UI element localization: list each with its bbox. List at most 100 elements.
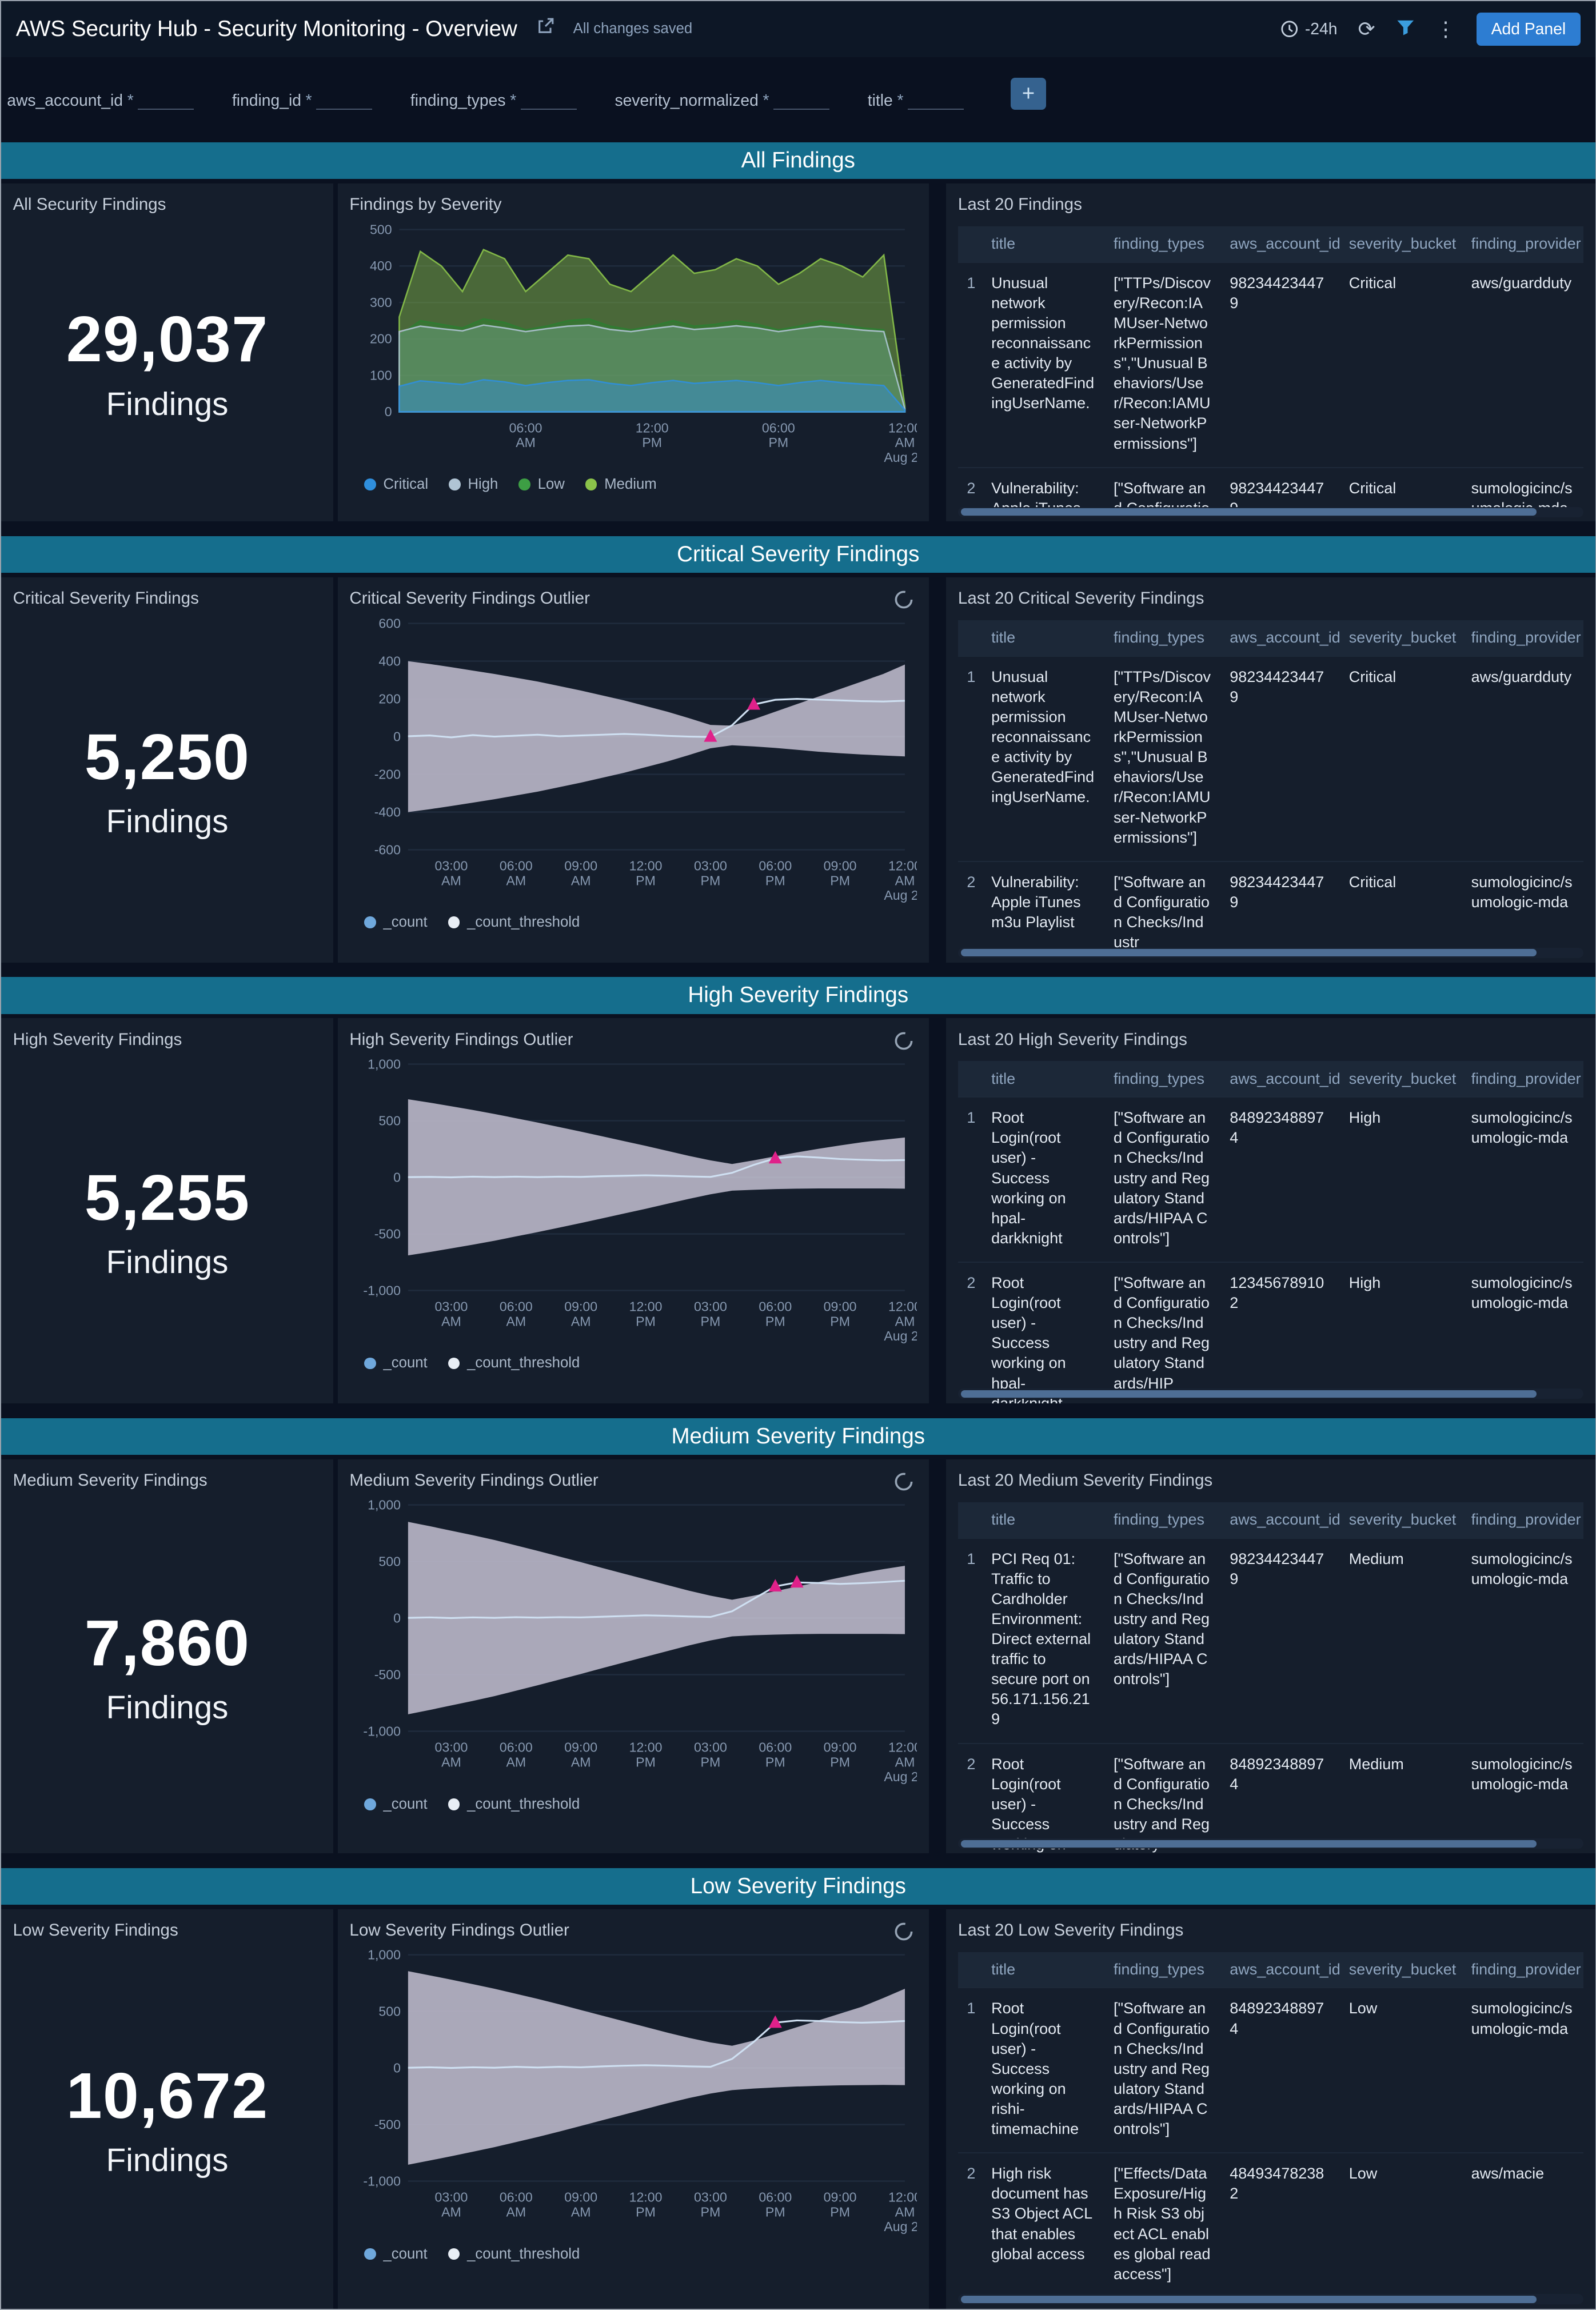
chart-legend: _count _count_threshold	[364, 1796, 917, 1813]
filter-input[interactable]	[773, 89, 829, 110]
high-outlier-chart: -1,000 -500 0 500 1,000 03:00 AM 06:00 AM 09:00 AM…	[349, 1052, 926, 1352]
legend-item-High[interactable]: High	[449, 476, 498, 493]
column-header-severity_bucket[interactable]: severity_bucket	[1340, 1952, 1463, 1988]
panel-title: Last 20 Medium Severity Findings	[957, 1471, 1213, 1490]
column-header-idx[interactable]	[957, 1061, 983, 1098]
legend-dot	[585, 478, 597, 490]
column-header-title[interactable]: title	[982, 1061, 1105, 1098]
column-header-finding_provider[interactable]: finding_provider	[1462, 226, 1583, 262]
legend-item-_count[interactable]: _count	[364, 1796, 428, 1813]
column-header-title[interactable]: title	[982, 1952, 1105, 1988]
legend-item-_count_threshold[interactable]: _count_threshold	[448, 1796, 580, 1813]
legend-item-Medium[interactable]: Medium	[585, 476, 657, 493]
horizontal-scrollbar[interactable]	[957, 2294, 1583, 2305]
table-row[interactable]: 1 Unusual network permission reconnaissan…	[957, 261, 1583, 468]
column-header-severity_bucket[interactable]: severity_bucket	[1340, 226, 1463, 262]
scrollbar-thumb[interactable]	[961, 1840, 1537, 1848]
table-row[interactable]: 2 High risk document has S3 Object ACL th…	[957, 2152, 1583, 2297]
clock-icon	[1281, 21, 1298, 38]
column-header-finding_types[interactable]: finding_types	[1104, 1952, 1221, 1988]
column-header-finding_provider[interactable]: finding_provider	[1462, 1061, 1583, 1098]
time-range-control[interactable]: -24h	[1280, 19, 1337, 38]
horizontal-scrollbar[interactable]	[957, 947, 1583, 958]
table-row[interactable]: 1 Root Login(root user) - Success working…	[957, 1096, 1583, 1263]
outlier-marker	[790, 1575, 804, 1588]
column-header-title[interactable]: title	[982, 1502, 1105, 1538]
column-header-title[interactable]: title	[982, 226, 1105, 262]
cell-idx: 1	[957, 1537, 983, 1744]
legend-item-_count[interactable]: _count	[364, 1355, 428, 1371]
column-header-finding_types[interactable]: finding_types	[1104, 1502, 1221, 1538]
filter-input[interactable]	[908, 89, 964, 110]
app-header: AWS Security Hub - Security Monitoring -…	[1, 1, 1595, 57]
table-row[interactable]: 1 Unusual network permission reconnaissan…	[957, 655, 1583, 861]
svg-text:1,000: 1,000	[368, 1947, 401, 1962]
scrollbar-thumb[interactable]	[961, 949, 1537, 957]
column-header-idx[interactable]	[957, 226, 983, 262]
cell-finding_provider: aws/macie	[1462, 2152, 1583, 2297]
legend-dot	[518, 478, 530, 490]
horizontal-scrollbar[interactable]	[957, 1389, 1583, 1399]
scrollbar-thumb[interactable]	[961, 508, 1537, 516]
column-header-idx[interactable]	[957, 1952, 983, 1988]
legend-item-_count[interactable]: _count	[364, 2246, 428, 2263]
filter-input[interactable]	[316, 89, 373, 110]
cell-idx: 1	[957, 655, 983, 861]
column-header-aws_account_id[interactable]: aws_account_id	[1220, 1502, 1340, 1538]
panel-title: All Security Findings	[13, 195, 166, 214]
column-header-finding_types[interactable]: finding_types	[1104, 1061, 1221, 1098]
column-header-title[interactable]: title	[982, 620, 1105, 656]
outlier-marker	[769, 2015, 783, 2028]
legend-item-_count_threshold[interactable]: _count_threshold	[448, 914, 580, 931]
column-header-finding_provider[interactable]: finding_provider	[1462, 1952, 1583, 1988]
column-header-severity_bucket[interactable]: severity_bucket	[1340, 620, 1463, 656]
filter-input[interactable]	[138, 89, 194, 110]
column-header-finding_types[interactable]: finding_types	[1104, 620, 1221, 656]
scrollbar-thumb[interactable]	[961, 1390, 1537, 1398]
column-header-aws_account_id[interactable]: aws_account_id	[1220, 226, 1340, 262]
column-header-severity_bucket[interactable]: severity_bucket	[1340, 1061, 1463, 1098]
legend-item-_count_threshold[interactable]: _count_threshold	[448, 2246, 580, 2263]
svg-text:-200: -200	[374, 767, 401, 781]
filter-input[interactable]	[520, 89, 577, 110]
column-header-aws_account_id[interactable]: aws_account_id	[1220, 1952, 1340, 1988]
section-high-findings: High Severity Findings High Severity Fin…	[1, 977, 1595, 1403]
legend-item-Critical[interactable]: Critical	[364, 476, 428, 493]
column-header-severity_bucket[interactable]: severity_bucket	[1340, 1502, 1463, 1538]
legend-item-_count_threshold[interactable]: _count_threshold	[448, 1355, 580, 1371]
kebab-menu-icon[interactable]: ⋮	[1435, 17, 1456, 41]
column-header-aws_account_id[interactable]: aws_account_id	[1220, 1061, 1340, 1098]
legend-item-_count[interactable]: _count	[364, 914, 428, 931]
share-icon[interactable]	[535, 15, 556, 42]
stat-unit: Findings	[106, 803, 229, 839]
horizontal-scrollbar[interactable]	[957, 1838, 1583, 1849]
filter-icon[interactable]	[1396, 15, 1415, 42]
column-header-finding_types[interactable]: finding_types	[1104, 226, 1221, 262]
add-filter-button[interactable]: +	[1011, 77, 1046, 110]
cell-severity_bucket: Medium	[1340, 1537, 1463, 1744]
column-header-idx[interactable]	[957, 620, 983, 656]
column-header-aws_account_id[interactable]: aws_account_id	[1220, 620, 1340, 656]
horizontal-scrollbar[interactable]	[957, 506, 1583, 517]
column-header-finding_provider[interactable]: finding_provider	[1462, 620, 1583, 656]
loading-spinner-icon	[893, 589, 914, 616]
svg-text:1,000: 1,000	[368, 1056, 401, 1071]
column-header-finding_provider[interactable]: finding_provider	[1462, 1502, 1583, 1538]
scrollbar-thumb[interactable]	[961, 2295, 1537, 2303]
table-row[interactable]: 1 Root Login(root user) - Success working…	[957, 1987, 1583, 2153]
low-outlier-chart: -1,000 -500 0 500 1,000 03:00 AM 06:00 AM 09:00 AM…	[349, 1943, 926, 2243]
refresh-icon[interactable]: ⟳	[1358, 17, 1375, 41]
add-panel-button[interactable]: Add Panel	[1476, 12, 1581, 46]
table-row[interactable]: 1 PCI Req 01: Traffic to Cardholder Envir…	[957, 1537, 1583, 1744]
legend-item-Low[interactable]: Low	[518, 476, 565, 493]
loading-spinner-icon	[893, 1921, 914, 1948]
column-header-idx[interactable]	[957, 1502, 983, 1538]
